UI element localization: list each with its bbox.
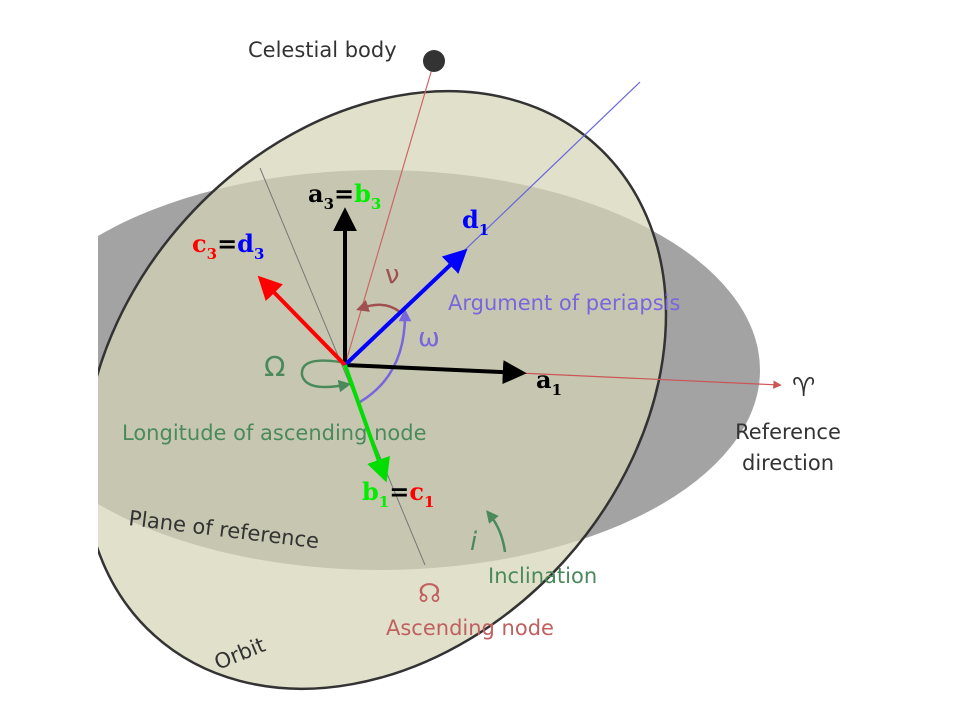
capital-omega-angle-arc <box>300 359 352 393</box>
argument-of-periapsis-label: Argument of periapsis <box>448 291 680 315</box>
vector-d1-label: d1 <box>462 205 489 239</box>
vector-b1-c1-label: b1=c1 <box>362 477 434 511</box>
celestial-body-radius-line <box>344 61 435 366</box>
omega-small-symbol: ω <box>418 323 440 353</box>
omega-capital-symbol: Ω <box>264 350 285 383</box>
inclination-angle-arc <box>486 510 507 553</box>
vector-d1-arrow <box>343 248 468 367</box>
vector-c3-d3-label: c3=d3 <box>192 229 264 263</box>
celestial-body-label: Celestial body <box>248 38 397 62</box>
line-of-nodes <box>259 167 426 566</box>
longitude-of-ascending-node-label: Longitude of ascending node <box>122 421 427 445</box>
nu-symbol: ν <box>385 260 400 290</box>
vector-a3-b3-label: a3=b3 <box>308 179 381 213</box>
ascending-node-symbol: ☊ <box>418 579 441 609</box>
vector-c3-arrow <box>257 275 347 367</box>
inclination-label: Inclination <box>488 564 597 588</box>
vector-b1-arrow <box>343 364 390 483</box>
inclination-i-symbol: i <box>470 527 478 557</box>
reference-direction-label-line1: Reference <box>735 420 841 444</box>
reference-direction-label-line2: direction <box>742 451 834 475</box>
vector-a1-label: a1 <box>536 365 562 399</box>
nu-angle-arc <box>356 300 401 314</box>
aries-symbol: ♈ <box>792 373 815 403</box>
celestial-body-dot <box>423 50 445 72</box>
vector-a1-arrow <box>344 360 527 385</box>
ascending-node-label: Ascending node <box>386 616 554 640</box>
